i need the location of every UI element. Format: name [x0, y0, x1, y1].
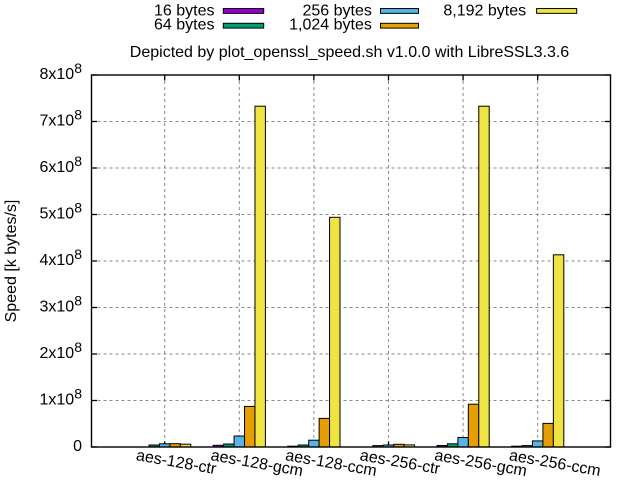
svg-text:2x108: 2x108	[40, 339, 83, 362]
svg-text:256 bytes: 256 bytes	[303, 2, 372, 19]
svg-text:8,192 bytes: 8,192 bytes	[443, 2, 526, 19]
svg-text:3x108: 3x108	[40, 293, 83, 316]
svg-text:1x108: 1x108	[40, 386, 83, 409]
svg-text:8x108: 8x108	[40, 60, 83, 83]
svg-text:0: 0	[73, 438, 82, 455]
svg-text:1,024 bytes: 1,024 bytes	[289, 17, 372, 34]
svg-text:6x108: 6x108	[40, 153, 83, 176]
svg-text:Depicted by plot_openssl_speed: Depicted by plot_openssl_speed.sh v1.0.0…	[130, 44, 570, 61]
svg-text:64 bytes: 64 bytes	[154, 17, 214, 34]
svg-text:7x108: 7x108	[40, 107, 83, 130]
svg-text:Speed [k bytes/s]: Speed [k bytes/s]	[3, 200, 20, 323]
svg-text:5x108: 5x108	[40, 200, 83, 223]
svg-text:4x108: 4x108	[40, 246, 83, 269]
svg-text:16 bytes: 16 bytes	[154, 2, 214, 19]
